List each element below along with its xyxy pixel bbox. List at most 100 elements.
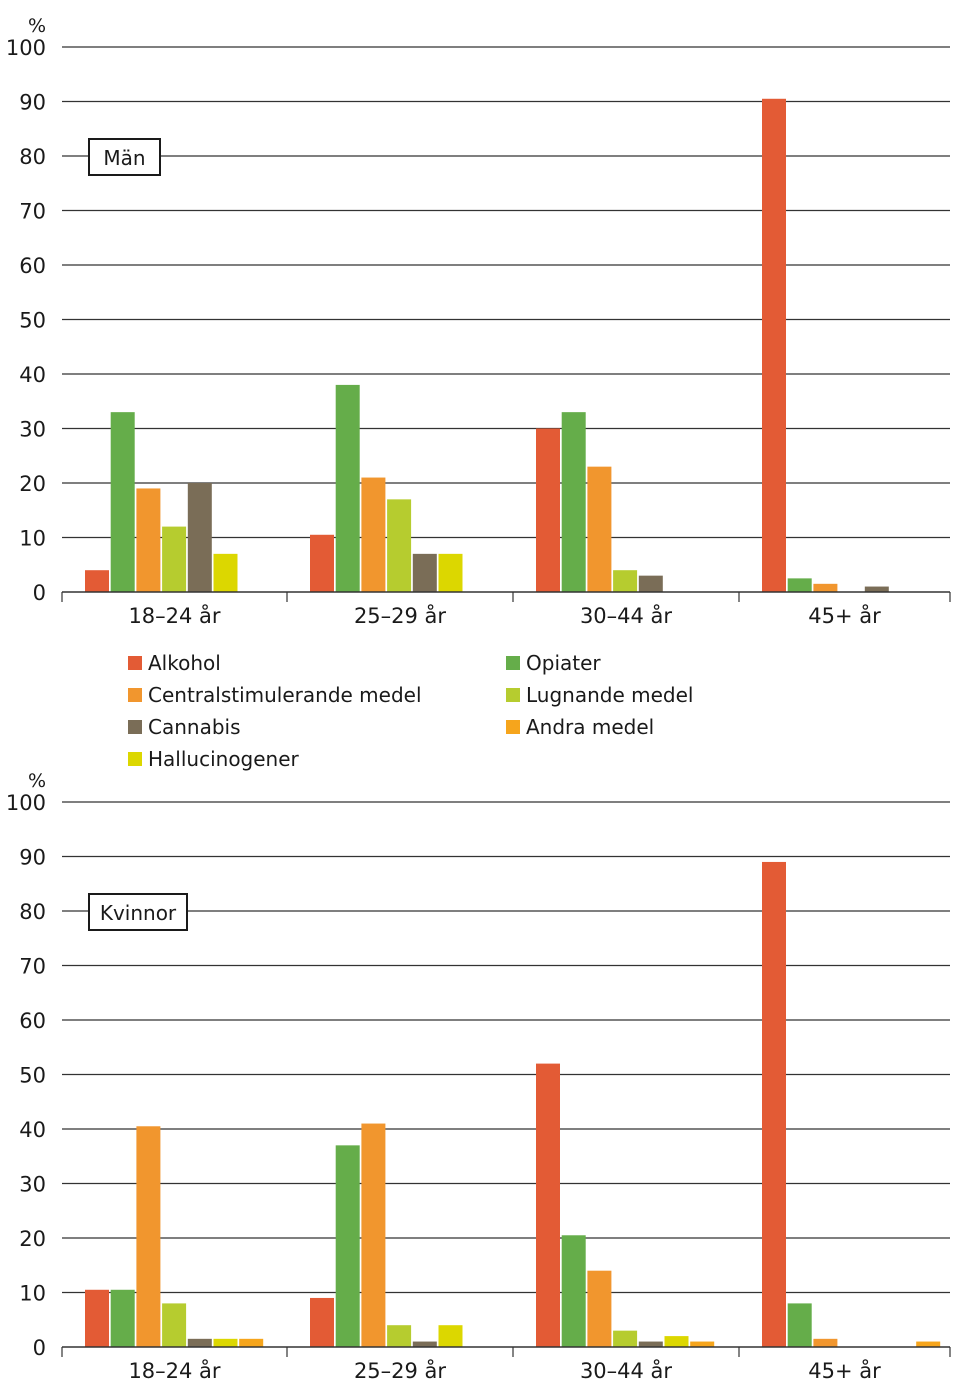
bar-centralstimulerande-medel-1 [136, 1126, 161, 1347]
y-tick-label: 20 [19, 472, 46, 496]
x-tick-label: 45+ år [808, 603, 881, 628]
bar-opiater-2 [335, 1145, 360, 1347]
chart-legend: Alkohol Opiater Centralstimulerande mede… [128, 648, 728, 778]
bar-alkohol-3 [536, 428, 560, 592]
bar-alkohol-4 [762, 98, 786, 593]
legend-swatch [128, 720, 142, 734]
bar-opiater-3 [561, 1235, 586, 1347]
bar-lugnande-medel-2 [387, 499, 412, 592]
legend-item-opiater: Opiater [506, 648, 601, 678]
y-axis-unit-label: % [28, 770, 46, 792]
bar-opiater-4 [787, 578, 812, 592]
legend-swatch [506, 720, 520, 734]
x-tick-label: 18–24 år [128, 603, 220, 628]
bar-hallucinogener-1 [213, 1338, 238, 1347]
x-tick-label: 30–44 år [580, 603, 672, 628]
bar-lugnande-medel-3 [613, 570, 638, 592]
y-tick-label: 0 [33, 581, 46, 605]
x-tick-label: 18–24 år [128, 1358, 220, 1382]
y-tick-label: 80 [19, 900, 46, 924]
panel-label: Kvinnor [100, 901, 177, 925]
y-tick-label: 30 [19, 418, 46, 442]
bar-alkohol-2 [310, 1297, 334, 1347]
y-tick-label: 100 [6, 791, 46, 815]
legend-label: Lugnande medel [526, 683, 694, 707]
legend-item-lugnande-medel: Lugnande medel [506, 680, 693, 710]
legend-swatch [128, 656, 142, 670]
bar-alkohol-3 [536, 1063, 560, 1347]
y-tick-label: 60 [19, 254, 46, 278]
bar-opiater-4 [787, 1303, 812, 1347]
bar-centralstimulerande-medel-3 [587, 1270, 612, 1347]
bar-centralstimulerande-medel-4 [813, 583, 838, 592]
legend-swatch [128, 752, 142, 766]
legend-label: Cannabis [148, 715, 241, 739]
legend-swatch [506, 688, 520, 702]
bar-andra-medel-4 [916, 1341, 941, 1347]
legend-swatch [506, 656, 520, 670]
bar-cannabis-1 [187, 483, 212, 592]
y-tick-label: 30 [19, 1173, 46, 1197]
chart-panel-m-n: 0 10 20 30 40 50 60 70 80 90 100% 18–24 år 25–29 år 3… [6, 15, 951, 628]
bar-hallucinogener-3 [664, 1336, 689, 1347]
legend-item-alkohol: Alkohol [128, 648, 221, 678]
bar-hallucinogener-1 [213, 553, 238, 592]
y-tick-label: 40 [19, 1118, 46, 1142]
bar-lugnande-medel-3 [613, 1330, 638, 1347]
y-tick-label: 70 [19, 200, 46, 224]
legend-item-hallucinogener: Hallucinogener [128, 744, 299, 774]
bar-cannabis-3 [638, 1341, 663, 1347]
legend-item-centralstimulerande-medel: Centralstimulerande medel [128, 680, 422, 710]
y-tick-label: 50 [19, 1064, 46, 1088]
y-tick-label: 20 [19, 1227, 46, 1251]
bar-cannabis-1 [187, 1338, 212, 1347]
bar-centralstimulerande-medel-1 [136, 488, 161, 592]
panel-label: Män [103, 146, 145, 170]
bar-andra-medel-1 [239, 1338, 264, 1347]
bar-centralstimulerande-medel-4 [813, 1338, 838, 1347]
x-tick-label: 45+ år [808, 1358, 881, 1382]
y-tick-label: 70 [19, 955, 46, 979]
bar-opiater-2 [335, 384, 360, 592]
legend-label: Hallucinogener [148, 747, 299, 771]
y-axis-unit-label: % [28, 15, 46, 37]
bar-cannabis-3 [638, 575, 663, 592]
bar-andra-medel-3 [690, 1341, 715, 1347]
legend-label: Opiater [526, 651, 601, 675]
bar-opiater-1 [110, 412, 135, 592]
y-tick-label: 40 [19, 363, 46, 387]
y-tick-label: 90 [19, 846, 46, 870]
x-tick-label: 25–29 år [354, 603, 446, 628]
y-tick-label: 0 [33, 1336, 46, 1360]
panel-label-box [88, 893, 188, 931]
y-tick-label: 50 [19, 309, 46, 333]
y-tick-label: 90 [19, 91, 46, 115]
bar-hallucinogener-2 [438, 1325, 463, 1347]
bar-cannabis-2 [412, 1341, 437, 1347]
bar-alkohol-1 [85, 1289, 109, 1347]
y-tick-label: 60 [19, 1009, 46, 1033]
bar-centralstimulerande-medel-2 [361, 1123, 386, 1347]
bar-centralstimulerande-medel-3 [587, 466, 612, 592]
bar-hallucinogener-2 [438, 553, 463, 592]
bar-alkohol-4 [762, 861, 786, 1347]
bar-opiater-3 [561, 412, 586, 592]
y-tick-label: 10 [19, 1282, 46, 1306]
bar-cannabis-2 [412, 553, 437, 592]
y-tick-label: 10 [19, 527, 46, 551]
bar-lugnande-medel-2 [387, 1325, 412, 1347]
x-tick-label: 25–29 år [354, 1358, 446, 1382]
legend-label: Andra medel [526, 715, 655, 739]
bar-alkohol-1 [85, 570, 109, 592]
y-tick-label: 100 [6, 36, 46, 60]
bar-alkohol-2 [310, 534, 334, 592]
chart-panel-kvinnor: 0 10 20 30 40 50 60 70 80 90 100% 18–24 år 25–29 år 3… [6, 770, 951, 1382]
legend-label: Alkohol [148, 651, 221, 675]
legend-item-cannabis: Cannabis [128, 712, 241, 742]
bar-lugnande-medel-1 [162, 526, 187, 592]
y-tick-label: 80 [19, 145, 46, 169]
legend-item-andra-medel: Andra medel [506, 712, 654, 742]
legend-swatch [128, 688, 142, 702]
bar-centralstimulerande-medel-2 [361, 477, 386, 592]
